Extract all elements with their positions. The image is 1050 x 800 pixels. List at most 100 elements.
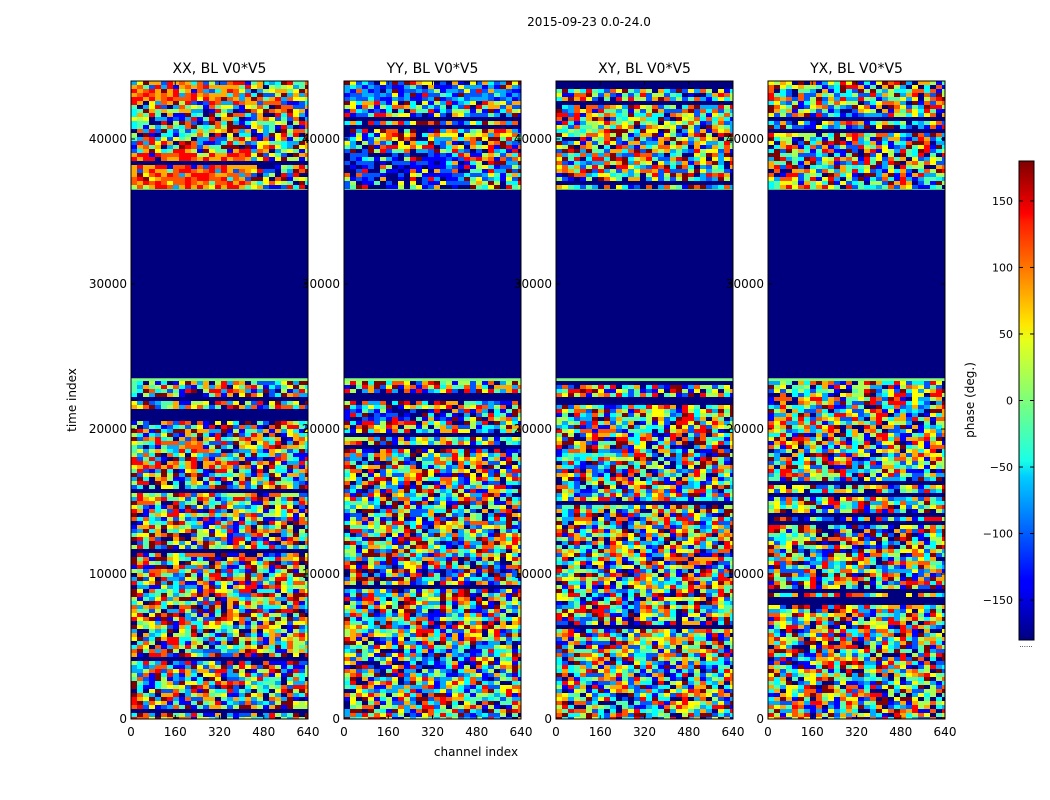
phase-cell bbox=[500, 409, 506, 413]
phase-cell bbox=[167, 573, 173, 577]
phase-cell bbox=[149, 509, 155, 513]
phase-cell bbox=[191, 433, 197, 437]
phase-cell bbox=[245, 641, 251, 645]
phase-cell bbox=[227, 589, 233, 593]
phase-cell bbox=[494, 401, 500, 405]
phase-cell bbox=[512, 477, 518, 481]
y-tick-label: 30000 bbox=[89, 277, 127, 291]
phase-cell bbox=[221, 181, 227, 185]
phase-cell bbox=[245, 185, 251, 189]
phase-cell bbox=[131, 401, 137, 405]
phase-cell bbox=[482, 113, 488, 117]
phase-cell bbox=[287, 685, 293, 689]
phase-cell bbox=[191, 669, 197, 673]
phase-cell bbox=[368, 417, 374, 421]
phase-cell bbox=[191, 593, 197, 597]
phase-cell bbox=[161, 173, 167, 177]
phase-cell bbox=[185, 513, 191, 517]
phase-cell bbox=[131, 685, 137, 689]
phase-cell bbox=[380, 397, 386, 401]
phase-cell bbox=[203, 649, 209, 653]
phase-cell bbox=[197, 621, 203, 625]
phase-cell bbox=[275, 185, 281, 189]
phase-cell bbox=[239, 629, 245, 633]
phase-cell bbox=[263, 709, 269, 713]
phase-cell bbox=[434, 153, 440, 157]
phase-cell bbox=[305, 125, 308, 129]
x-tick-label: 640 bbox=[297, 725, 320, 739]
phase-cell bbox=[275, 477, 281, 481]
phase-cell bbox=[191, 397, 197, 401]
phase-cell bbox=[422, 445, 428, 449]
phase-cell bbox=[131, 413, 137, 417]
phase-cell bbox=[422, 469, 428, 473]
phase-cell bbox=[167, 625, 173, 629]
phase-cell bbox=[191, 649, 197, 653]
phase-cell bbox=[257, 449, 263, 453]
phase-cell bbox=[179, 629, 185, 633]
phase-cell bbox=[476, 185, 482, 189]
phase-cell bbox=[203, 517, 209, 521]
phase-cell bbox=[380, 401, 386, 405]
phase-cell bbox=[155, 141, 161, 145]
phase-cell bbox=[518, 97, 521, 101]
phase-cell bbox=[191, 661, 197, 665]
phase-cell bbox=[155, 529, 161, 533]
phase-cell bbox=[257, 565, 263, 569]
phase-cell bbox=[227, 477, 233, 481]
phase-cell bbox=[440, 125, 446, 129]
phase-cell bbox=[161, 113, 167, 117]
phase-cell bbox=[143, 161, 149, 165]
phase-cell bbox=[368, 389, 374, 393]
phase-cell bbox=[287, 577, 293, 581]
phase-cell bbox=[257, 537, 263, 541]
phase-cell bbox=[131, 613, 137, 617]
phase-cell bbox=[131, 689, 137, 693]
phase-cell bbox=[410, 417, 416, 421]
phase-cell bbox=[233, 425, 239, 429]
phase-cell bbox=[350, 449, 356, 453]
phase-cell bbox=[143, 701, 149, 705]
phase-cell bbox=[482, 101, 488, 105]
phase-cell bbox=[143, 85, 149, 89]
phase-cell bbox=[440, 433, 446, 437]
phase-cell bbox=[227, 617, 233, 621]
phase-cell bbox=[305, 513, 308, 517]
phase-cell bbox=[299, 413, 305, 417]
phase-cell bbox=[233, 557, 239, 561]
phase-cell bbox=[185, 121, 191, 125]
phase-cell bbox=[305, 453, 308, 457]
phase-cell bbox=[269, 145, 275, 149]
phase-cell bbox=[179, 145, 185, 149]
phase-cell bbox=[380, 181, 386, 185]
phase-cell bbox=[416, 469, 422, 473]
phase-cell bbox=[410, 397, 416, 401]
phase-cell bbox=[488, 421, 494, 425]
phase-cell bbox=[482, 125, 488, 129]
phase-cell bbox=[344, 413, 350, 417]
phase-cell bbox=[131, 169, 137, 173]
phase-cell bbox=[356, 441, 362, 445]
phase-cell bbox=[221, 537, 227, 541]
phase-cell bbox=[275, 525, 281, 529]
phase-cell bbox=[512, 445, 518, 449]
phase-cell bbox=[368, 97, 374, 101]
phase-cell bbox=[251, 685, 257, 689]
phase-cell bbox=[239, 165, 245, 169]
phase-cell bbox=[257, 701, 263, 705]
phase-cell bbox=[368, 181, 374, 185]
phase-cell bbox=[161, 617, 167, 621]
phase-cell bbox=[227, 105, 233, 109]
phase-cell bbox=[143, 589, 149, 593]
phase-cell bbox=[269, 665, 275, 669]
phase-cell bbox=[245, 549, 251, 553]
phase-cell bbox=[356, 385, 362, 389]
phase-cell bbox=[428, 177, 434, 181]
phase-cell bbox=[251, 481, 257, 485]
phase-cell bbox=[299, 185, 305, 189]
phase-cell bbox=[209, 501, 215, 505]
phase-cell bbox=[233, 165, 239, 169]
phase-cell bbox=[452, 117, 458, 121]
phase-cell bbox=[293, 401, 299, 405]
phase-cell bbox=[380, 93, 386, 97]
